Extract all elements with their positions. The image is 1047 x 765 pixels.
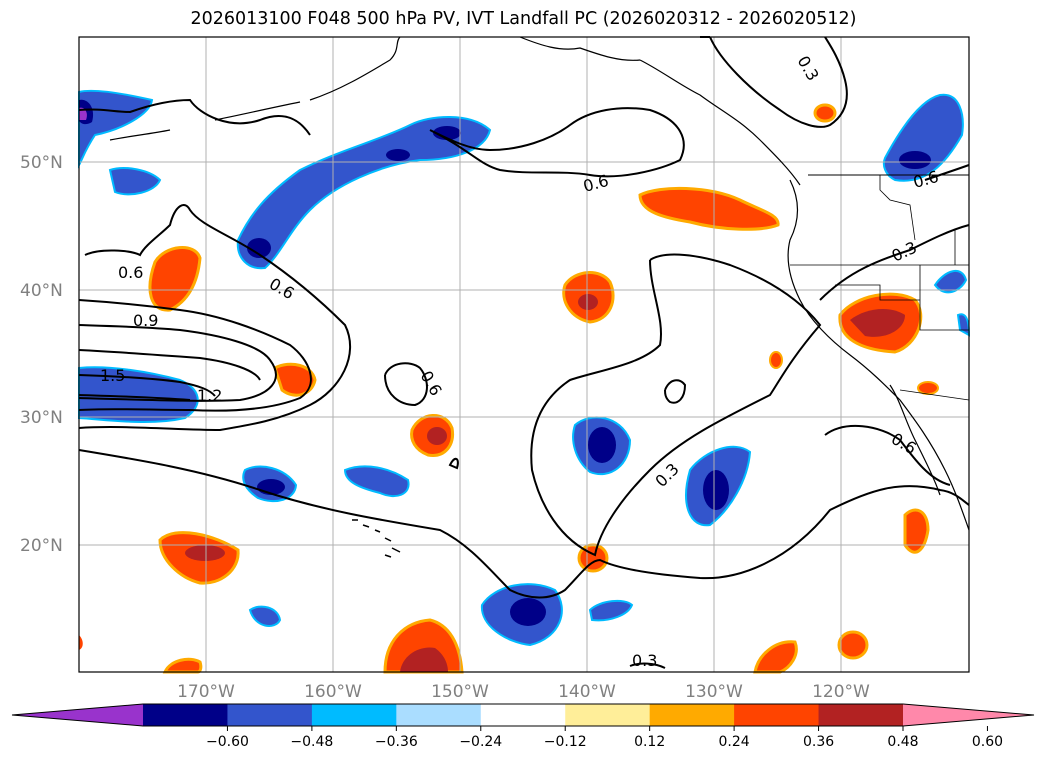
colorbar-tick-label: 0.60 xyxy=(972,734,1003,750)
neg-anomaly xyxy=(933,270,968,294)
pv-contours xyxy=(78,36,970,669)
contour-label: 1.2 xyxy=(197,386,222,405)
contour-label: 0.6 xyxy=(118,263,143,282)
pos-anomaly xyxy=(769,351,783,369)
pos-anomaly xyxy=(917,381,939,395)
colorbar-tick-label: 0.48 xyxy=(887,734,918,750)
pos-anomaly xyxy=(79,635,83,650)
colorbar-segment xyxy=(480,704,566,726)
pos-anomaly-core xyxy=(400,647,448,672)
neg-anomaly-core xyxy=(510,598,546,626)
colorbar-tick-label: −0.48 xyxy=(290,734,333,750)
neg-anomaly xyxy=(236,116,492,270)
pos-anomaly xyxy=(753,640,798,674)
neg-anomaly xyxy=(108,167,162,196)
neg-anomaly-core xyxy=(247,238,271,258)
colorbar-segment xyxy=(396,704,482,726)
neg-anomaly xyxy=(248,605,282,627)
contour-label: 1.5 xyxy=(100,366,125,385)
colorbar-segment xyxy=(565,704,651,726)
pos-anomaly-core xyxy=(578,294,598,310)
neg-anomaly xyxy=(588,599,634,622)
lon-label: 130°W xyxy=(685,682,743,702)
pos-anomaly-core xyxy=(850,308,905,337)
colorbar-tick-label: 0.12 xyxy=(634,734,665,750)
lon-label: 140°W xyxy=(558,682,616,702)
pos-anomaly-core xyxy=(427,427,447,445)
pos-anomaly xyxy=(148,245,202,312)
lat-label: 40°N xyxy=(20,281,63,301)
pos-anomaly xyxy=(903,508,930,554)
colorbar-outline xyxy=(11,703,1035,727)
coastlines xyxy=(109,36,970,558)
colorbar-extend-high xyxy=(903,704,1034,726)
lon-label: 150°W xyxy=(431,682,489,702)
colorbar: −0.60 −0.48 −0.36 −0.24 −0.12 0.12 0.24 0.36 0.4… xyxy=(11,703,1035,750)
colorbar-segment xyxy=(818,704,904,726)
pos-anomaly xyxy=(837,630,869,660)
lat-label: 50°N xyxy=(20,153,63,173)
neg-anomaly xyxy=(343,465,410,498)
map-frame xyxy=(78,36,970,673)
colorbar-segment xyxy=(734,704,820,726)
neg-anomaly-core xyxy=(588,427,616,463)
colorbar-tick-label: 0.24 xyxy=(719,734,750,750)
neg-anomaly-core xyxy=(433,126,461,140)
lon-label: 160°W xyxy=(304,682,362,702)
pos-anomaly xyxy=(638,186,780,231)
lat-label: 20°N xyxy=(20,536,63,556)
colorbar-segment xyxy=(227,704,313,726)
colorbar-tick-label: 0.36 xyxy=(803,734,834,750)
neg-anomaly-core xyxy=(703,470,729,510)
lon-label: 120°W xyxy=(812,682,870,702)
colorbar-extend-low xyxy=(12,704,143,726)
colorbar-segment xyxy=(143,704,228,726)
colorbar-tick-label: −0.36 xyxy=(375,734,418,750)
longitude-labels: 170°W 160°W 150°W 140°W 130°W 120°W xyxy=(177,682,870,702)
map-title: 2026013100 F048 500 hPa PV, IVT Landfall… xyxy=(190,9,857,29)
neg-anomaly-core xyxy=(386,149,410,161)
contour-label: 0.3 xyxy=(632,651,657,670)
pos-anomaly xyxy=(813,103,837,123)
latitude-labels: 50°N 40°N 30°N 20°N xyxy=(20,153,63,556)
colorbar-tick-label: −0.12 xyxy=(544,734,587,750)
colorbar-segment xyxy=(311,704,397,726)
lat-label: 30°N xyxy=(20,408,63,428)
colorbar-tick-label: −0.24 xyxy=(459,734,502,750)
pos-anomaly xyxy=(273,362,317,397)
neg-anomaly-core xyxy=(899,151,931,169)
lon-label: 170°W xyxy=(177,682,235,702)
colorbar-segment xyxy=(649,704,735,726)
contour-label: 0.9 xyxy=(133,311,158,330)
colorbar-tick-label: −0.60 xyxy=(206,734,249,750)
pos-anomaly-core xyxy=(185,545,225,561)
